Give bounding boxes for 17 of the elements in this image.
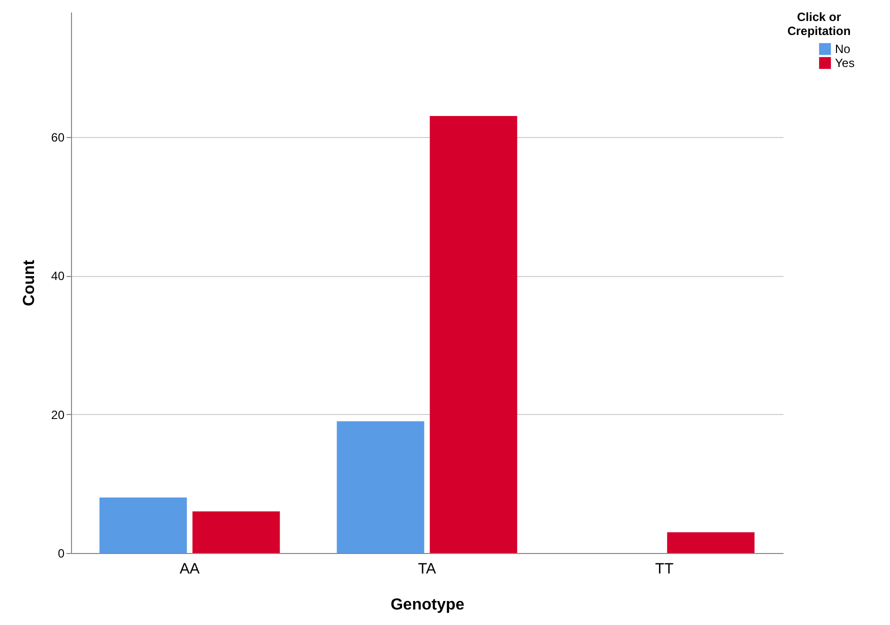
bar — [336, 421, 424, 553]
x-tick-label: TA — [418, 560, 436, 578]
bar — [192, 511, 280, 553]
x-tick-label: TT — [655, 560, 674, 578]
x-axis-title: Genotype — [390, 596, 464, 614]
legend-title: Click or Crepitation — [787, 10, 851, 38]
y-tick-label: 40 — [51, 269, 65, 284]
bar — [430, 116, 518, 553]
bar — [99, 498, 187, 553]
bar — [667, 532, 755, 553]
legend-label: Yes — [835, 56, 855, 70]
y-tick-label: 20 — [51, 408, 65, 422]
y-axis-title: Count — [21, 259, 38, 306]
legend-label: No — [835, 42, 851, 56]
y-tick-label: 0 — [58, 546, 65, 560]
x-tick-label: AA — [180, 560, 200, 578]
y-tick-label: 60 — [51, 130, 65, 144]
